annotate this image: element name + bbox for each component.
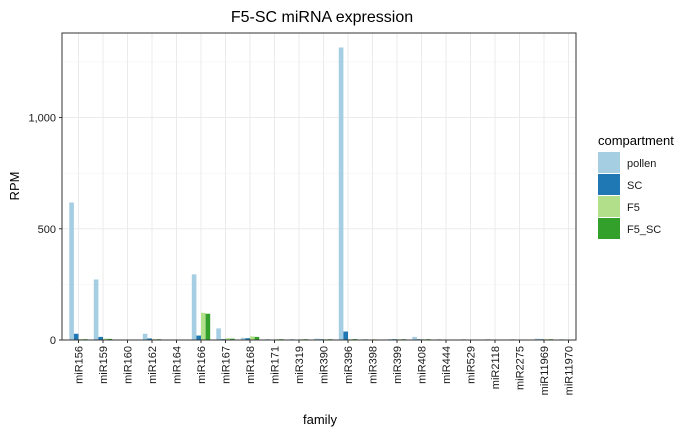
- bar-pollen-mir167: [216, 328, 221, 340]
- legend-title: compartment: [598, 133, 674, 148]
- bar-f5-mir167: [225, 338, 231, 340]
- grid: [62, 33, 576, 341]
- x-tick-label: miR396: [343, 346, 355, 384]
- bar-pollen-mir11969: [534, 338, 540, 340]
- legend-label-f5: F5: [627, 202, 640, 214]
- x-tick-label: miR399: [392, 346, 404, 384]
- x-tick-label: miR167: [221, 346, 233, 384]
- bar-sc-mir166: [196, 335, 201, 340]
- plot-panel: [62, 33, 576, 340]
- legend: pollen SC F5 F5_SC: [598, 152, 661, 239]
- bar-sc-mir159: [98, 336, 103, 340]
- bar-pollen-mir162: [142, 333, 148, 340]
- legend-key-pollen: [598, 152, 620, 173]
- x-tick-label: miR160: [123, 346, 135, 384]
- bar-f5-sc-mir166: [205, 313, 211, 340]
- x-tick-label: miR171: [270, 346, 282, 384]
- legend-key-f5-sc: [598, 218, 620, 239]
- bar-pollen-mir156: [69, 202, 74, 340]
- x-tick-label: miR166: [196, 346, 208, 384]
- x-tick-label: miR444: [441, 346, 453, 384]
- x-axis-label: family: [303, 412, 337, 427]
- x-tick-label: miR408: [417, 346, 429, 384]
- bar-pollen-mir166: [191, 274, 197, 340]
- x-tick-label: miR11970: [564, 346, 576, 395]
- y-tick-label: 500: [38, 224, 56, 236]
- x-tick-label: miR398: [368, 346, 380, 384]
- x-tick-label: miR156: [74, 346, 86, 384]
- x-tick-label: miR159: [98, 346, 110, 384]
- bar-f5-sc-mir167: [230, 338, 235, 340]
- bar-f5-sc-mir159: [107, 338, 113, 340]
- x-tick-label: miR2275: [515, 346, 527, 390]
- y-tick-label: 1,000: [28, 113, 56, 125]
- x-tick-label: miR319: [294, 346, 306, 384]
- legend-label-sc: SC: [627, 180, 642, 192]
- bar-f5-mir168: [250, 336, 255, 340]
- x-tick-label: miR164: [172, 346, 184, 384]
- bar-sc-mir156: [73, 333, 79, 340]
- x-tick-label: miR390: [319, 346, 331, 384]
- plot-border: [61, 32, 577, 341]
- y-axis: 0 500 1,000: [28, 113, 62, 347]
- x-tick-label: miR168: [245, 346, 257, 384]
- bar-sc-mir396: [343, 331, 348, 340]
- bar-pollen-mir396: [338, 47, 344, 341]
- bar-pollen-mir168: [240, 337, 246, 340]
- x-axis: miR156 miR159 miR160 miR162 miR164 miR166 miR1…: [74, 340, 576, 395]
- bar-pollen-mir390: [314, 338, 319, 340]
- chart-title: F5-SC miRNA expression: [231, 9, 413, 26]
- legend-key-sc: [598, 174, 620, 195]
- x-tick-label: miR529: [466, 346, 478, 384]
- y-axis-label: RPM: [7, 172, 22, 201]
- bar-f5-mir159: [103, 338, 108, 340]
- legend-key-f5: [598, 196, 620, 217]
- bar-pollen-mir159: [93, 279, 99, 340]
- legend-label-pollen: pollen: [627, 158, 656, 170]
- bar-sc-mir162: [147, 338, 152, 340]
- x-tick-label: miR2118: [490, 346, 502, 389]
- bar-f5-mir166: [201, 312, 206, 340]
- y-tick-label: 0: [50, 335, 56, 347]
- bar-sc-mir168: [245, 338, 250, 340]
- bar-f5-sc-mir168: [254, 336, 260, 340]
- legend-label-f5-sc: F5_SC: [627, 224, 661, 236]
- x-tick-label: miR11969: [539, 346, 551, 395]
- bar-pollen-mir408: [412, 336, 417, 340]
- x-tick-label: miR162: [147, 346, 159, 384]
